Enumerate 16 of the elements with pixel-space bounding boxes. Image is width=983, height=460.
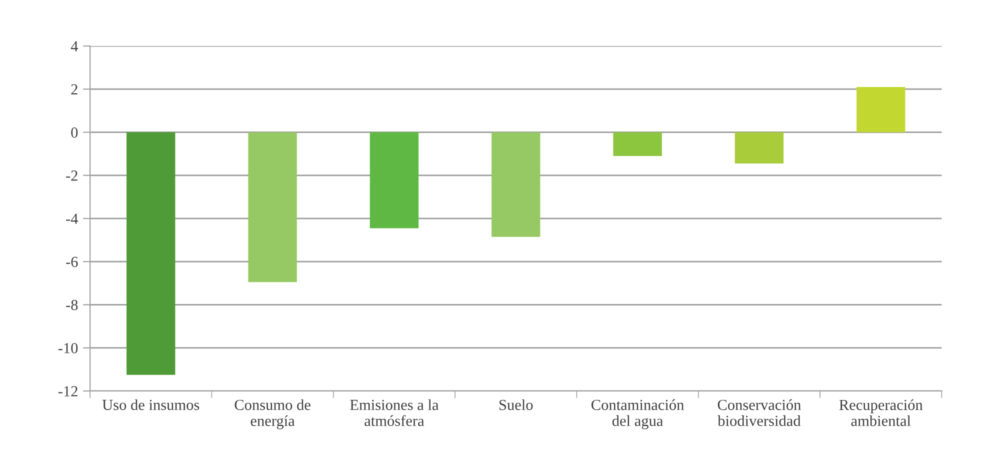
y-tick-label: -4 <box>66 214 78 224</box>
x-tick-label: Recuperación ambiental <box>839 399 923 426</box>
y-tick-label: 0 <box>71 127 78 138</box>
y-tick-label: -12 <box>58 386 78 396</box>
y-tick-label: -6 <box>66 256 78 268</box>
y-tick-label: -2 <box>66 170 78 181</box>
x-tick-label: Uso de insumos <box>102 399 200 410</box>
y-tick-label: 2 <box>71 84 78 94</box>
x-tick-label: Emisiones a la atmósfera <box>350 399 439 426</box>
x-tick-label: Suelo <box>500 399 533 410</box>
x-tick-label: Contaminación del agua <box>592 399 684 430</box>
x-tick-label: Consumo de energía <box>234 399 310 430</box>
x-tick-label: Conservación biodiversidad <box>718 399 801 426</box>
y-tick-label: -10 <box>58 343 78 354</box>
y-tick-label: -8 <box>66 300 78 310</box>
y-tick-label: 4 <box>70 41 78 52</box>
